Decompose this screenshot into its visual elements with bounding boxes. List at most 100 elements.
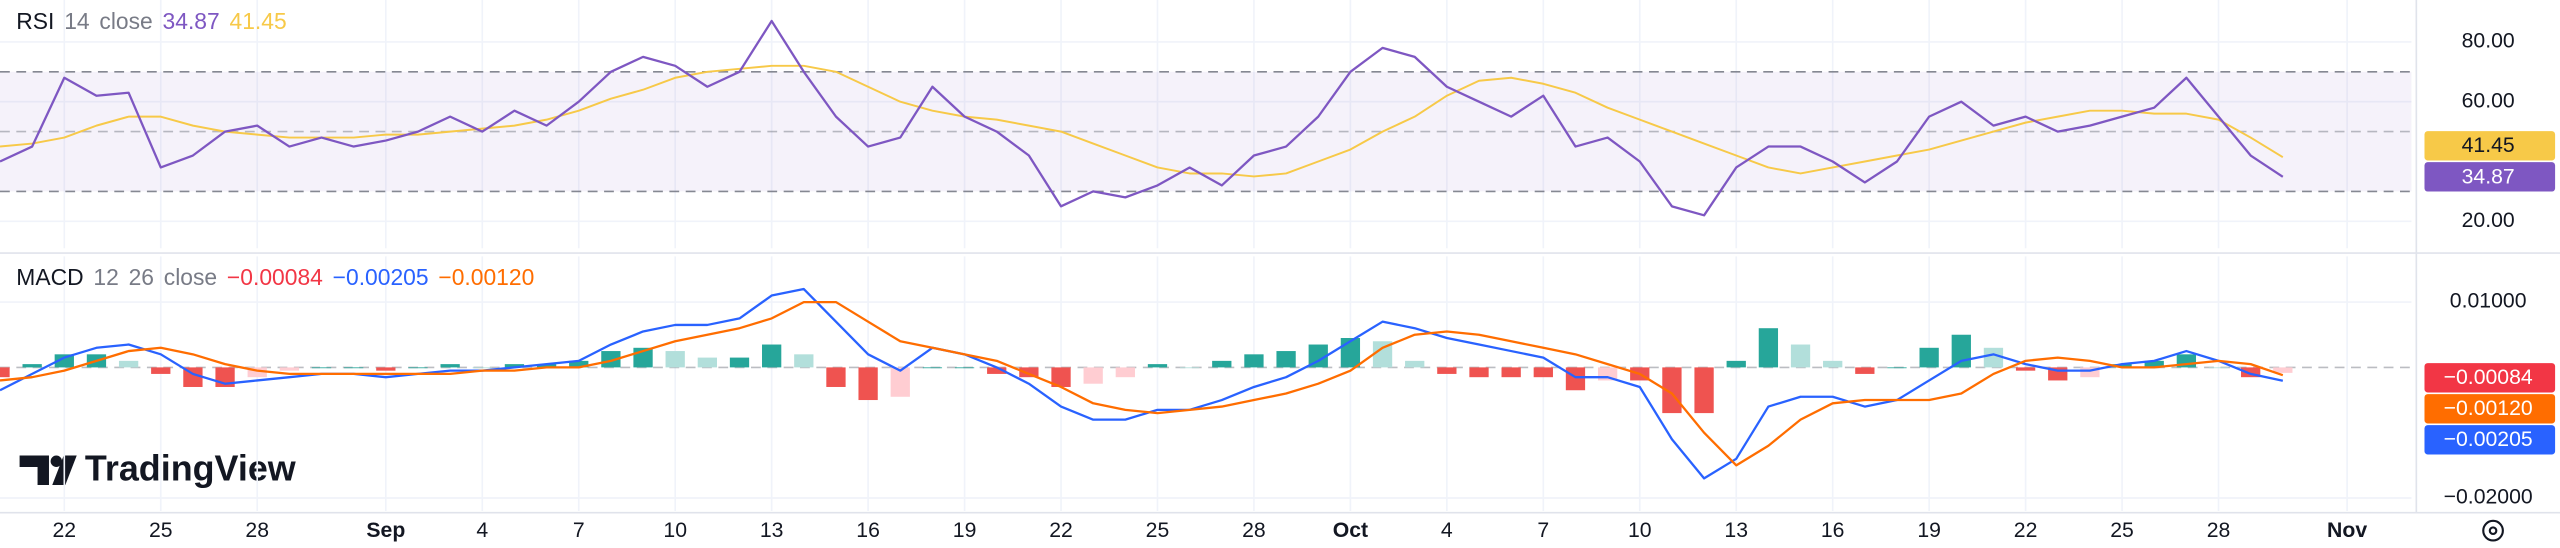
indicator-header[interactable]: RSI 14 close 34.87 41.45	[16, 8, 286, 34]
histogram-bar	[2208, 367, 2229, 369]
x-tick-label: 19	[1917, 519, 1941, 542]
x-tick-label: Sep	[366, 519, 405, 542]
indicator-param: 14	[64, 8, 90, 34]
histogram-bar	[826, 367, 846, 387]
price-label: −0.00084	[2444, 366, 2533, 389]
x-tick-label: 28	[1242, 519, 1266, 542]
y-tick-label: 0.01000	[2450, 290, 2527, 313]
histogram-bar	[311, 367, 332, 369]
settings-ring[interactable]	[2482, 519, 2504, 542]
histogram-bar	[1694, 367, 1714, 414]
indicator-param: close	[164, 264, 217, 290]
x-tick-label: 10	[663, 519, 687, 542]
y-tick-label: 80.00	[2462, 30, 2515, 53]
price-label: −0.00120	[2444, 397, 2533, 420]
histogram-bar	[1533, 367, 1553, 378]
histogram-bar	[118, 360, 139, 368]
histogram-bar	[1083, 367, 1103, 384]
price-label-bg	[2424, 131, 2556, 161]
indicator-value: −0.00084	[227, 264, 323, 290]
histogram-bar	[1758, 328, 1779, 368]
x-tick-label: 22	[2014, 519, 2038, 542]
price-label-bg	[2424, 363, 2556, 393]
x-tick-label: Oct	[1333, 519, 1368, 542]
x-tick-label: 7	[573, 519, 585, 542]
x-tick-label: 25	[2110, 519, 2134, 542]
histogram-bar	[1726, 360, 1746, 368]
grid-layer	[0, 0, 2412, 512]
histogram-bar	[1662, 367, 1682, 414]
x-tick-label: 4	[1441, 519, 1453, 542]
histogram-bar	[22, 364, 42, 368]
indicator-header[interactable]: MACD 12 26 close −0.00084 −0.00205 −0.00120	[16, 264, 534, 290]
indicator-value: −0.00120	[438, 264, 534, 290]
histogram-bar	[1951, 334, 1971, 368]
histogram-bar	[0, 367, 10, 378]
histogram-bar	[408, 367, 428, 369]
price-label-bg	[2424, 394, 2556, 424]
histogram-bar	[376, 367, 396, 371]
histogram-bar	[1019, 367, 1039, 378]
histogram-bar	[697, 357, 717, 368]
indicator-value: 34.87	[163, 8, 220, 34]
rsi-line	[0, 19, 2284, 217]
x-tick-label: 25	[149, 519, 173, 542]
x-tick-label: 16	[856, 519, 880, 542]
histogram-bar	[2241, 367, 2261, 378]
histogram-bar	[472, 367, 492, 369]
histogram-bar	[1179, 367, 1200, 369]
histogram-bar	[279, 367, 300, 371]
histogram-bar	[344, 367, 364, 369]
histogram-bar	[247, 367, 267, 378]
y-tick-label: 60.00	[2462, 89, 2515, 112]
x-tick-label: Nov	[2327, 519, 2367, 542]
x-tick-label: 13	[760, 519, 784, 542]
histogram-bar	[504, 364, 525, 368]
indicator-param: 26	[129, 264, 154, 290]
x-tick-label: 28	[2207, 519, 2231, 542]
histogram-bar	[1469, 367, 1489, 378]
x-tick-label: 7	[1537, 519, 1549, 542]
x-tick-label: 4	[476, 519, 488, 542]
x-tick-label: 16	[1821, 519, 1845, 542]
histogram-bar	[987, 367, 1007, 374]
histogram-bar	[2112, 364, 2132, 368]
watermark-text: TradingView	[85, 448, 296, 489]
histogram-bar	[794, 354, 814, 368]
histogram-bar	[1147, 364, 1168, 368]
histogram-bar	[729, 357, 750, 368]
x-tick-label: 19	[953, 519, 977, 542]
settings-icon[interactable]	[2482, 519, 2504, 542]
histogram-bar	[1501, 367, 1521, 378]
histogram-bar	[601, 351, 621, 368]
histogram-bar	[440, 364, 460, 368]
x-tick-label: 22	[1049, 519, 1073, 542]
histogram-bar	[2273, 367, 2293, 373]
x-tick-label: 22	[53, 519, 77, 542]
y-tick-label: 20.00	[2462, 209, 2515, 232]
histogram-bar	[2080, 367, 2100, 378]
price-label: 41.45	[2462, 134, 2515, 157]
histogram-bar	[151, 367, 171, 374]
histogram-bar	[2015, 367, 2036, 371]
indicator-title: MACD	[16, 264, 83, 290]
indicator-title: RSI	[16, 8, 54, 34]
histogram-bar	[665, 351, 685, 368]
price-label-bg	[2424, 425, 2556, 455]
histogram-bar	[1051, 367, 1071, 387]
histogram-bar	[569, 360, 589, 368]
logo-dot	[50, 455, 63, 467]
histogram-bar	[1276, 351, 1296, 368]
histogram-bar	[1308, 344, 1328, 368]
indicator-value: −0.00205	[333, 264, 429, 290]
y-tick-label: −0.02000	[2444, 486, 2533, 509]
x-tick-label: 10	[1628, 519, 1652, 542]
logo-t	[19, 455, 49, 485]
settings-core[interactable]	[2488, 526, 2498, 535]
x-tick-label: 13	[1724, 519, 1748, 542]
histogram-bar	[1372, 341, 1393, 368]
indicator-value: 41.45	[230, 8, 287, 34]
histogram-bar	[954, 367, 975, 369]
histogram-bar	[1212, 360, 1232, 368]
